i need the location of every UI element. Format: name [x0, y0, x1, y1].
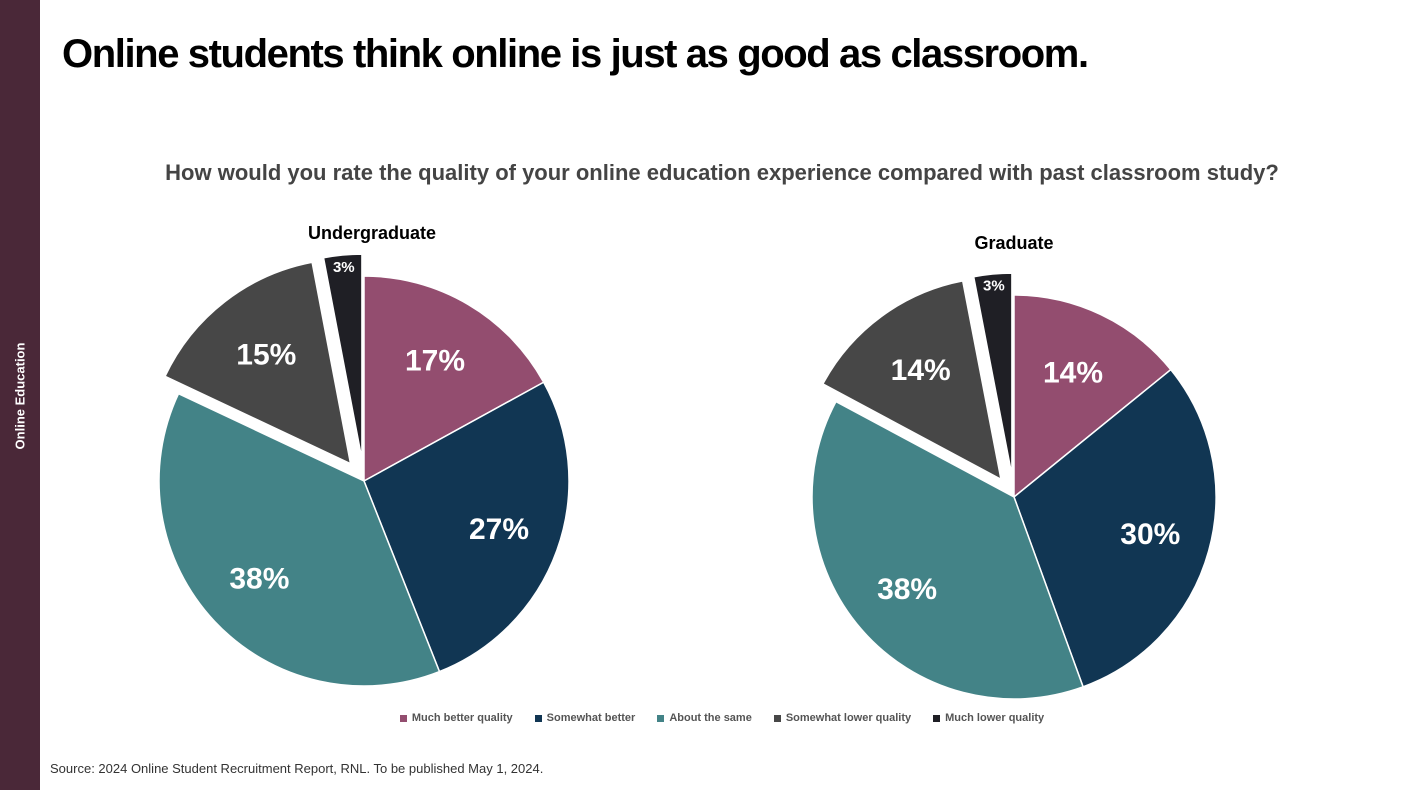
- legend-label: Somewhat lower quality: [785, 712, 912, 724]
- legend-label: Much lower quality: [945, 712, 1045, 724]
- slice-much-lower: [322, 253, 363, 460]
- slice-label-somewhat-better: 30%: [1120, 518, 1180, 551]
- slice-label-about-the-same: 38%: [229, 563, 289, 596]
- slice-label-much-better: 14%: [1043, 357, 1103, 390]
- slice-much-better: [363, 275, 545, 483]
- slice-label-somewhat-lower: 14%: [891, 354, 951, 387]
- undergraduate-pie-chart: 17% 27% 38% 15% 3% Undergraduate: [158, 223, 570, 687]
- sidebar: Online Education: [0, 0, 40, 790]
- slice-label-much-better: 17%: [405, 345, 465, 378]
- legend-label: About the same: [669, 712, 752, 724]
- slice-label-somewhat-lower: 15%: [236, 339, 296, 372]
- slice-label-much-lower: 3%: [983, 278, 1005, 295]
- legend-item-somewhat-better: Somewhat better: [534, 712, 636, 724]
- slice-somewhat-better: [363, 381, 570, 673]
- legend-swatch: [933, 714, 941, 722]
- legend-swatch: [773, 714, 781, 722]
- legend-label: Somewhat better: [546, 712, 636, 724]
- legend-item-much-lower: Much lower quality: [933, 712, 1044, 724]
- legend-swatch: [534, 714, 542, 722]
- slice-much-lower: [972, 272, 1013, 476]
- slice-much-better: [1013, 294, 1172, 499]
- slice-label-about-the-same: 38%: [877, 573, 937, 606]
- legend-swatch: [399, 714, 407, 722]
- slice-somewhat-lower: [821, 280, 1002, 481]
- undergraduate-chart-title: Undergraduate: [308, 223, 436, 243]
- slice-label-much-lower: 3%: [333, 259, 355, 276]
- legend-item-somewhat-lower: Somewhat lower quality: [773, 712, 912, 724]
- legend-item-about-the-same: About the same: [657, 712, 752, 724]
- slice-somewhat-lower: [164, 261, 352, 465]
- chart-legend: Much better quality Somewhat better Abou…: [40, 712, 1404, 724]
- legend-swatch: [657, 714, 665, 722]
- legend-item-much-better: Much better quality: [399, 712, 513, 724]
- slice-about-the-same: [811, 400, 1085, 700]
- source-note: Source: 2024 Online Student Recruitment …: [50, 761, 544, 776]
- slice-somewhat-better: [1013, 368, 1217, 688]
- graduate-pie-chart: 14% 30% 38% 14% 3% Graduate: [811, 233, 1217, 700]
- survey-question: How would you rate the quality of your o…: [165, 160, 1279, 185]
- slide-title: Online students think online is just as …: [62, 32, 1089, 76]
- slice-about-the-same: [158, 392, 441, 687]
- legend-label: Much better quality: [411, 712, 513, 724]
- graduate-chart-title: Graduate: [974, 233, 1053, 253]
- slice-label-somewhat-better: 27%: [469, 513, 529, 546]
